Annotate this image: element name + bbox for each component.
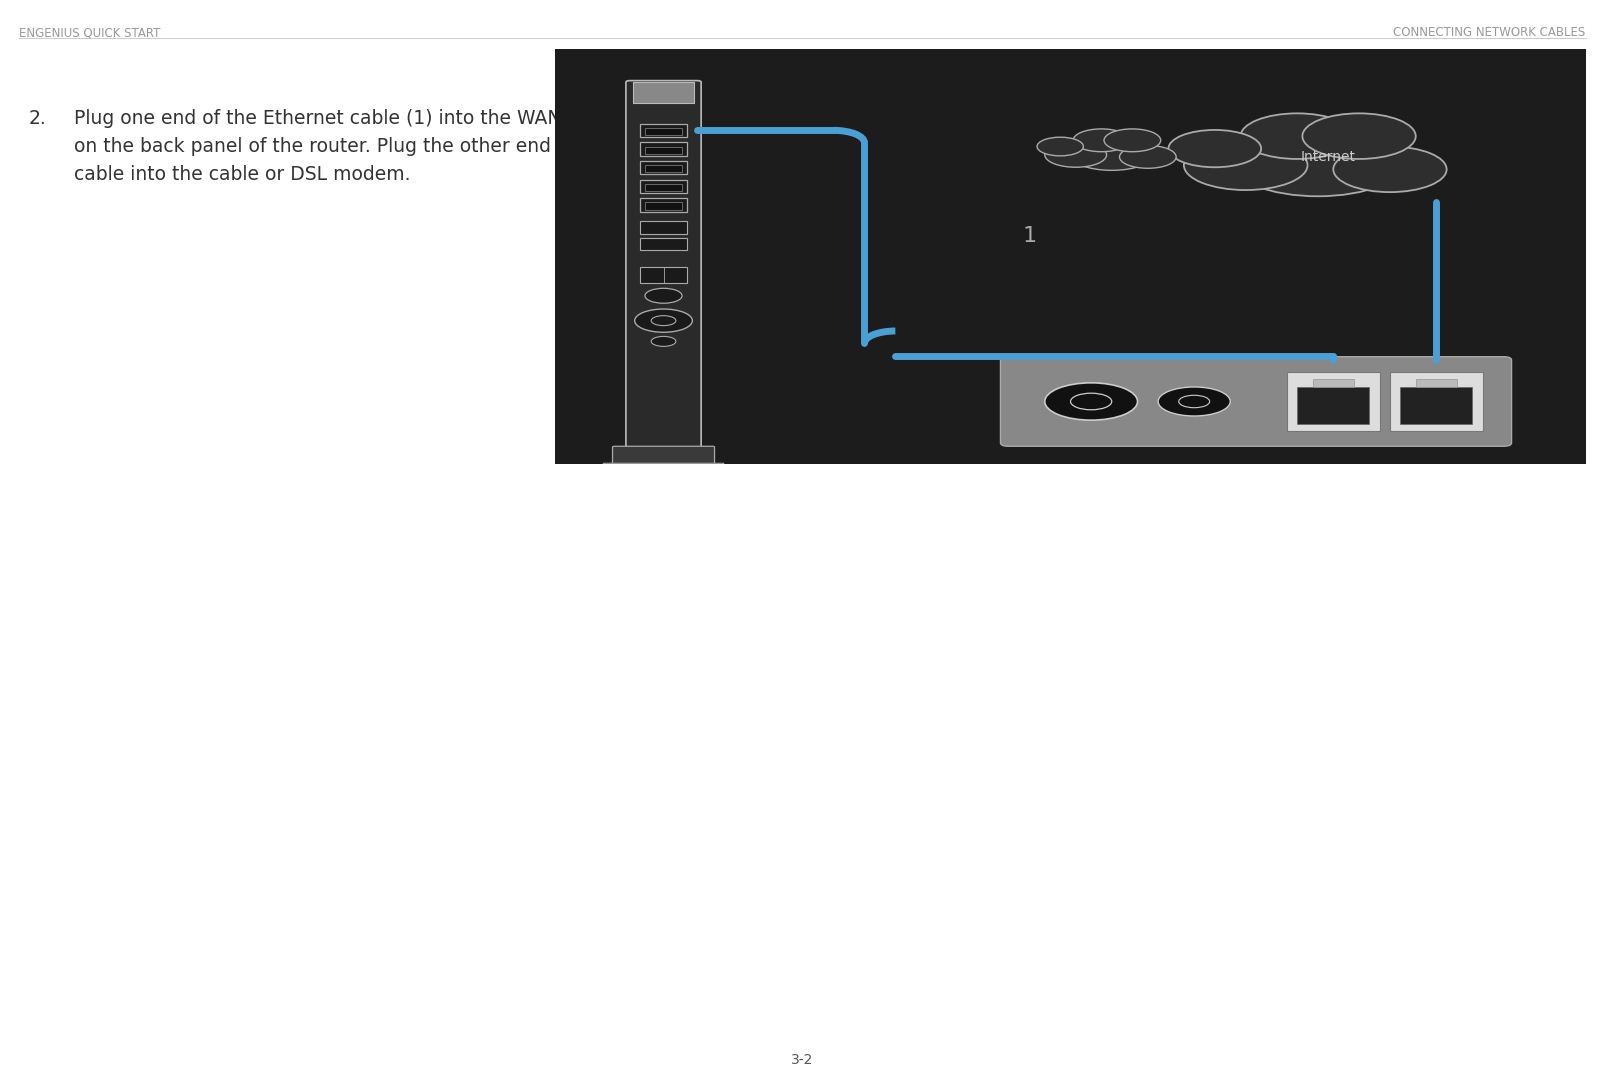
Text: 3-2: 3-2 bbox=[791, 1053, 814, 1067]
Circle shape bbox=[1302, 113, 1416, 159]
Circle shape bbox=[1178, 395, 1210, 408]
FancyBboxPatch shape bbox=[603, 464, 724, 470]
Circle shape bbox=[1241, 113, 1355, 159]
FancyBboxPatch shape bbox=[640, 238, 687, 250]
Text: Plug one end of the Ethernet cable (1) into the WAN port
on the back panel of th: Plug one end of the Ethernet cable (1) i… bbox=[74, 109, 612, 184]
Text: CONNECTING NETWORK CABLES: CONNECTING NETWORK CABLES bbox=[1393, 26, 1586, 39]
FancyBboxPatch shape bbox=[1313, 379, 1355, 387]
Circle shape bbox=[1045, 383, 1138, 420]
Circle shape bbox=[652, 336, 676, 346]
Text: Internet: Internet bbox=[1300, 149, 1356, 164]
FancyBboxPatch shape bbox=[1297, 387, 1369, 424]
Circle shape bbox=[1334, 146, 1446, 192]
Circle shape bbox=[1067, 135, 1156, 170]
FancyBboxPatch shape bbox=[1287, 372, 1380, 431]
Circle shape bbox=[1231, 125, 1406, 196]
FancyBboxPatch shape bbox=[640, 180, 687, 193]
Circle shape bbox=[1184, 141, 1308, 190]
FancyBboxPatch shape bbox=[1416, 379, 1457, 387]
FancyBboxPatch shape bbox=[645, 183, 682, 191]
Text: 1: 1 bbox=[1022, 226, 1037, 245]
Circle shape bbox=[1159, 387, 1231, 416]
FancyBboxPatch shape bbox=[645, 203, 682, 209]
Circle shape bbox=[1119, 145, 1176, 168]
Circle shape bbox=[1104, 129, 1160, 152]
FancyBboxPatch shape bbox=[1400, 387, 1472, 424]
Circle shape bbox=[652, 315, 676, 325]
FancyBboxPatch shape bbox=[640, 143, 687, 156]
FancyBboxPatch shape bbox=[626, 81, 701, 448]
Text: 2.: 2. bbox=[29, 109, 47, 128]
Circle shape bbox=[645, 288, 682, 303]
Circle shape bbox=[1037, 137, 1083, 156]
FancyBboxPatch shape bbox=[1000, 357, 1512, 446]
Circle shape bbox=[1168, 130, 1262, 167]
FancyBboxPatch shape bbox=[632, 82, 693, 103]
FancyBboxPatch shape bbox=[640, 221, 687, 233]
FancyBboxPatch shape bbox=[640, 199, 687, 212]
Circle shape bbox=[1045, 142, 1106, 167]
FancyBboxPatch shape bbox=[613, 446, 714, 465]
Circle shape bbox=[1074, 129, 1130, 152]
FancyBboxPatch shape bbox=[1390, 372, 1483, 431]
FancyBboxPatch shape bbox=[640, 123, 687, 137]
FancyBboxPatch shape bbox=[640, 266, 687, 284]
Circle shape bbox=[1071, 393, 1112, 410]
FancyBboxPatch shape bbox=[640, 161, 687, 175]
Circle shape bbox=[634, 309, 692, 333]
FancyBboxPatch shape bbox=[645, 146, 682, 154]
Text: ENGENIUS QUICK START: ENGENIUS QUICK START bbox=[19, 26, 160, 39]
FancyBboxPatch shape bbox=[645, 128, 682, 135]
FancyBboxPatch shape bbox=[645, 165, 682, 172]
